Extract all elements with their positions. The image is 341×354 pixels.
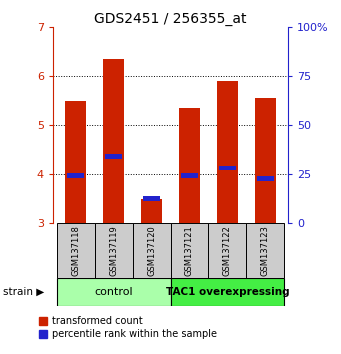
Bar: [103, 59, 124, 223]
Text: strain ▶: strain ▶: [3, 287, 45, 297]
Bar: [57, 278, 170, 306]
Legend: transformed count, percentile rank within the sample: transformed count, percentile rank withi…: [39, 316, 217, 339]
Bar: [181, 173, 198, 178]
Bar: [57, 223, 94, 278]
Text: GSM137118: GSM137118: [71, 225, 80, 276]
Bar: [67, 173, 85, 178]
Bar: [179, 108, 200, 223]
Text: GSM137121: GSM137121: [185, 225, 194, 276]
Bar: [105, 154, 122, 159]
Bar: [143, 196, 160, 201]
Bar: [170, 223, 208, 278]
Text: GSM137123: GSM137123: [261, 225, 270, 276]
Bar: [256, 176, 274, 181]
Bar: [219, 166, 236, 171]
Text: GDS2451 / 256355_at: GDS2451 / 256355_at: [94, 12, 247, 27]
Text: GSM137119: GSM137119: [109, 225, 118, 276]
Text: TAC1 overexpressing: TAC1 overexpressing: [166, 287, 289, 297]
Text: GSM137120: GSM137120: [147, 225, 156, 276]
Bar: [170, 278, 284, 306]
Text: control: control: [94, 287, 133, 297]
Bar: [217, 81, 238, 223]
Bar: [247, 223, 284, 278]
Bar: [208, 223, 247, 278]
Bar: [65, 101, 86, 223]
Bar: [94, 223, 133, 278]
Bar: [141, 199, 162, 223]
Bar: [133, 223, 170, 278]
Bar: [255, 98, 276, 223]
Text: GSM137122: GSM137122: [223, 225, 232, 276]
